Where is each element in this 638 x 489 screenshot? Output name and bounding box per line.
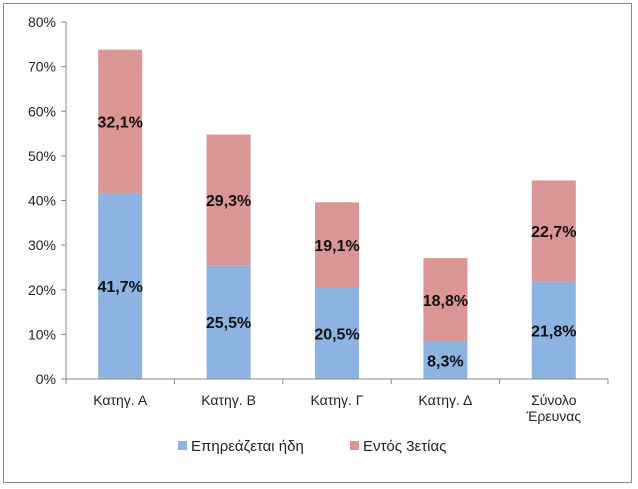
x-tick-label: Κατηγ. Β [201,392,256,408]
y-tick-label: 50% [28,148,56,164]
y-axis: 0% 10% 20% 30% 40% 50% 60% 70% 80% [28,14,67,387]
legend-swatch [178,441,187,450]
data-label: 41,7% [98,279,143,296]
bar-segment [206,265,251,379]
y-tick-label: 60% [28,103,56,119]
bar-segment [315,287,359,379]
x-tick-label: Κατηγ. Α [93,392,148,408]
data-label: 18,8% [423,293,468,310]
x-tick-label: Σύνολο [531,392,577,408]
legend-label: Επηρεάζεται ήδη [191,438,304,455]
data-label: 8,3% [427,353,463,370]
x-axis: Κατηγ. Α Κατηγ. Β Κατηγ. Γ Κατηγ. Δ ΣύνολοΈρ… [65,378,609,424]
bar-segment [531,281,576,379]
y-tick-label: 30% [28,237,56,253]
bar-segment [98,49,143,193]
data-label: 29,3% [206,193,251,210]
bar-segment [98,192,143,379]
bar-segment [423,341,468,379]
bar-segment [423,258,468,342]
y-tick-label: 70% [28,59,56,75]
data-label: 20,5% [314,326,359,343]
data-labels: 41,7% 32,1% 25,5% 29,3% 20,5% 19,1% 8,3% 18,8% 2… [98,114,577,370]
data-label: 21,8% [531,323,576,340]
y-tick-label: 10% [28,326,56,342]
data-label: 22,7% [531,224,576,241]
data-label: 19,1% [314,238,359,255]
data-label: 32,1% [98,114,143,131]
bar-segment [315,202,359,288]
x-tick-label: Έρευνας [525,408,581,424]
y-tick-label: 20% [28,282,56,298]
legend: Επηρεάζεται ήδη Εντός 3ετίας [178,438,446,455]
y-tick-label: 0% [36,371,56,387]
legend-swatch [350,441,359,450]
bar-segment [206,134,251,266]
y-tick-label: 40% [28,193,56,209]
legend-label: Εντός 3ετίας [363,438,446,455]
data-label: 25,5% [206,315,251,332]
x-tick-label: Κατηγ. Δ [418,392,472,408]
y-tick-label: 80% [28,14,56,30]
x-tick-label: Κατηγ. Γ [310,392,363,408]
bar-segment [531,180,576,282]
bars [98,49,576,379]
